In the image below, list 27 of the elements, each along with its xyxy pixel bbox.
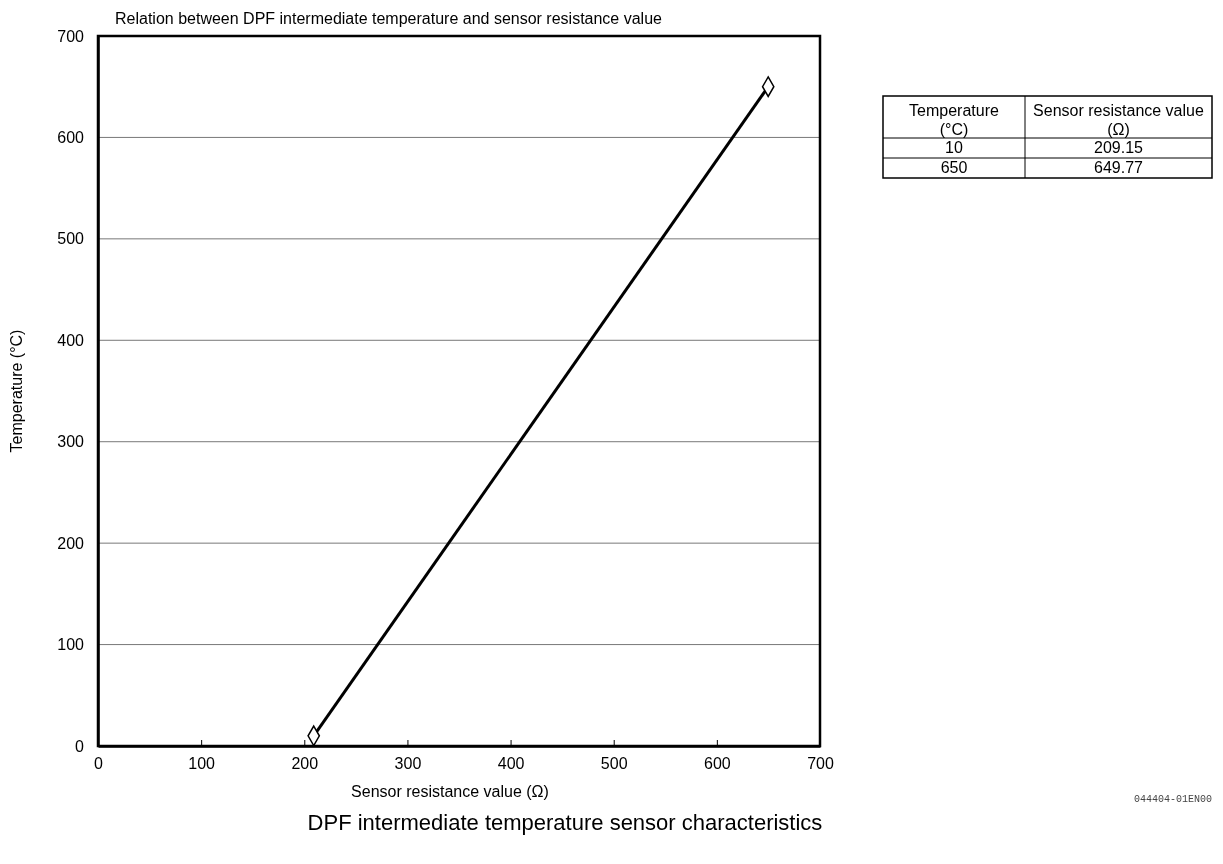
y-tick-label: 700 — [57, 27, 85, 45]
y-tick-label: 0 — [75, 737, 85, 755]
y-tick-label: 400 — [57, 331, 85, 349]
x-tick-label: 500 — [600, 755, 628, 773]
x-tick-label: 700 — [807, 755, 834, 773]
y-tick-label: 500 — [57, 230, 85, 248]
x-tick-label: 100 — [188, 755, 216, 773]
x-tick-label: 300 — [394, 755, 422, 773]
x-tick-label: 400 — [497, 755, 525, 773]
y-tick-label: 100 — [57, 636, 85, 654]
text: 650 — [940, 159, 968, 176]
y-tick-label: 300 — [57, 433, 85, 451]
chart-title: Relation between DPF intermediate temperature and sensor resistance value — [115, 10, 663, 27]
text: Temperature (°C) — [909, 102, 1000, 138]
text: 649.77 — [1094, 159, 1144, 176]
y-axis-title: Temperature (°C) — [8, 329, 25, 453]
text: 044404-01EN00 — [1133, 794, 1212, 805]
text: DPF intermediate temperature sensor characteristics — [307, 810, 823, 835]
y-tick-label: 600 — [57, 129, 85, 147]
text: Sensor resistance value (Ω) — [1033, 102, 1204, 138]
x-axis-title: Sensor resistance value (Ω) — [351, 783, 549, 800]
text: 10 — [945, 139, 963, 156]
x-tick-label: 600 — [704, 755, 731, 773]
x-tick-label: 200 — [291, 755, 319, 773]
y-tick-label: 200 — [57, 534, 85, 552]
text: 209.15 — [1094, 139, 1144, 156]
x-tick-label: 0 — [94, 755, 104, 773]
